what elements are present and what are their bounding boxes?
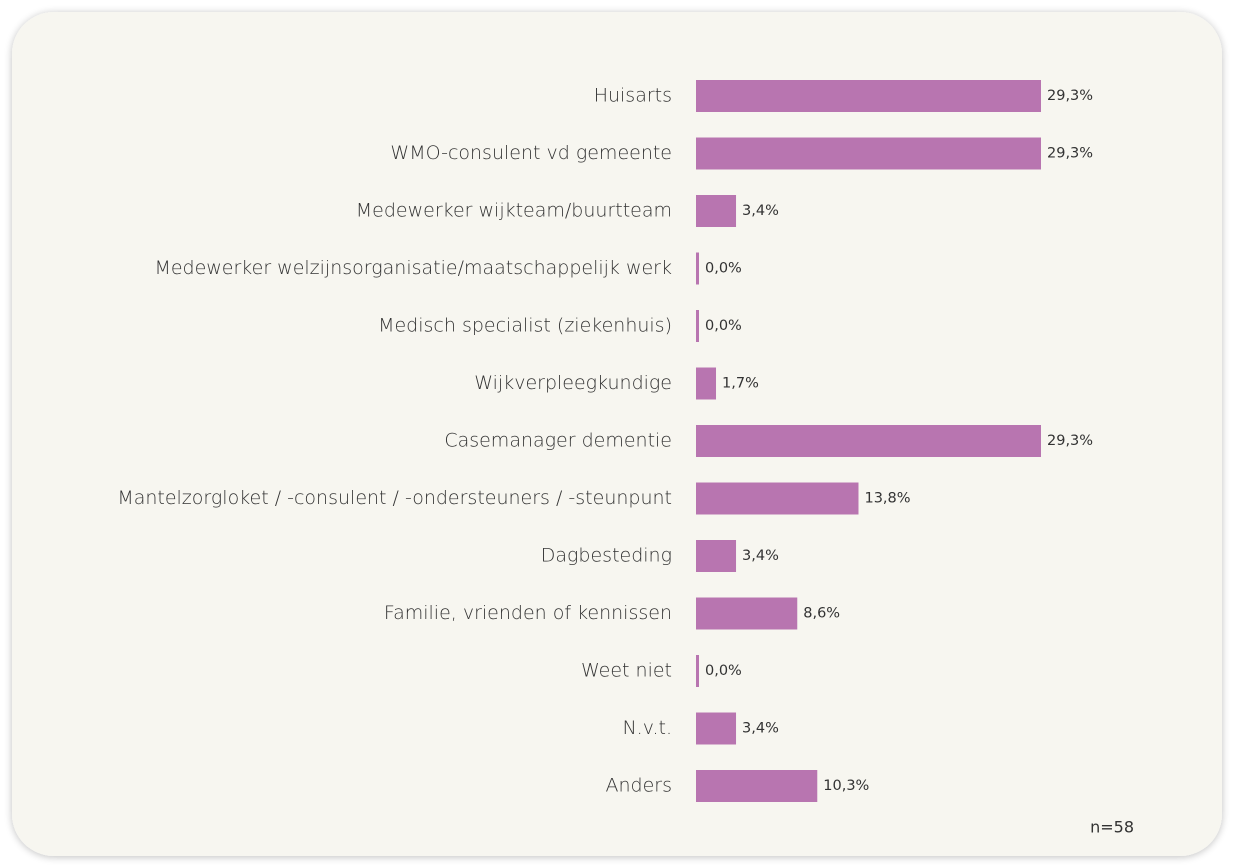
category-label: Mantelzorgloket / -consulent / -onderste… <box>117 487 672 509</box>
value-label: 3,4% <box>742 203 779 219</box>
value-label: 8,6% <box>803 606 840 622</box>
value-label: 1,7% <box>722 376 759 392</box>
category-label: Medewerker wijkteam/buurtteam <box>356 200 672 222</box>
panel <box>12 12 1222 856</box>
bar <box>696 252 699 285</box>
category-label: Huisarts <box>594 85 672 107</box>
category-label: Casemanager dementie <box>444 430 672 452</box>
sample-size: n=58 <box>1090 818 1134 837</box>
value-label: 13,8% <box>864 491 910 507</box>
category-label: Medisch specialist (ziekenhuis) <box>378 315 672 337</box>
value-label: 0,0% <box>705 318 742 334</box>
value-label: 29,3% <box>1047 88 1093 104</box>
category-label: N.v.t. <box>622 717 672 739</box>
value-label: 0,0% <box>705 663 742 679</box>
bar <box>696 712 737 745</box>
category-label: Medewerker welzijnsorganisatie/maatschap… <box>154 257 672 279</box>
value-label: 29,3% <box>1047 433 1093 449</box>
value-label: 10,3% <box>823 778 869 794</box>
value-label: 0,0% <box>705 261 742 277</box>
bar <box>696 137 1041 170</box>
bar <box>696 482 859 515</box>
category-label: WMO-consulent vd gemeente <box>390 142 672 164</box>
bar <box>696 367 717 400</box>
category-label: Weet niet <box>581 660 672 682</box>
category-label: Dagbesteding <box>541 545 672 567</box>
bar <box>696 770 818 802</box>
bar <box>696 310 699 342</box>
bar <box>696 540 737 572</box>
category-label: Wijkverpleegkundige <box>474 372 672 394</box>
value-label: 3,4% <box>742 721 779 737</box>
bar <box>696 597 798 630</box>
category-label: Familie, vrienden of kennissen <box>384 602 672 624</box>
bar <box>696 195 737 227</box>
bar <box>696 655 699 687</box>
bar <box>696 425 1041 457</box>
value-label: 3,4% <box>742 548 779 564</box>
bar <box>696 80 1041 112</box>
category-label: Anders <box>606 775 673 797</box>
value-label: 29,3% <box>1047 146 1093 162</box>
